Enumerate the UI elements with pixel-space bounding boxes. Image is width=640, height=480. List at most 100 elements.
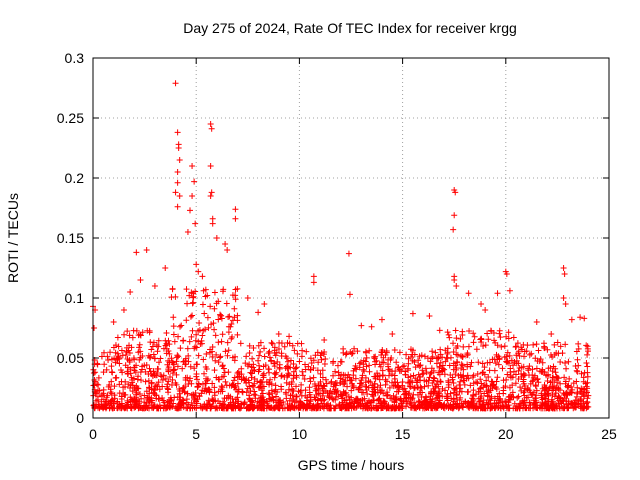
data-point	[499, 365, 506, 372]
data-point	[114, 350, 121, 357]
data-point	[444, 329, 451, 336]
data-point	[505, 399, 512, 406]
data-point	[500, 384, 507, 391]
data-point	[342, 351, 349, 358]
data-point	[274, 358, 281, 365]
axis-ticks: 0 0.05 0.1 0.15 0.2 0.25 0.3 0 5 10 15 20 25	[57, 50, 617, 442]
data-point	[265, 350, 272, 357]
data-point	[441, 371, 448, 378]
data-point	[358, 389, 365, 396]
data-point	[130, 355, 137, 362]
data-point	[354, 348, 361, 355]
data-point	[443, 354, 450, 361]
data-point	[284, 339, 291, 346]
data-point	[302, 361, 309, 368]
data-point	[172, 80, 179, 87]
data-point	[325, 404, 332, 411]
data-point	[549, 391, 556, 398]
data-point	[385, 366, 392, 373]
data-point	[358, 377, 365, 384]
data-point	[452, 189, 459, 196]
data-point	[528, 350, 535, 357]
data-point	[457, 335, 464, 342]
data-point	[573, 378, 580, 385]
data-point	[389, 331, 396, 337]
data-point	[322, 376, 329, 383]
data-point	[566, 375, 573, 382]
data-point	[172, 189, 179, 196]
data-point	[456, 402, 463, 409]
data-point	[335, 369, 342, 376]
data-point	[495, 361, 502, 368]
data-point	[432, 349, 439, 356]
data-point	[174, 363, 181, 370]
data-point	[261, 301, 268, 307]
data-point	[457, 378, 464, 385]
data-point	[170, 331, 177, 338]
data-point	[269, 394, 276, 401]
data-point	[565, 384, 572, 391]
data-point	[141, 392, 148, 399]
data-point	[503, 358, 510, 365]
data-point	[191, 178, 198, 185]
data-point	[150, 368, 157, 375]
data-point	[150, 351, 157, 358]
data-point	[492, 384, 499, 391]
data-point	[484, 401, 491, 408]
data-point	[477, 398, 484, 405]
data-point	[412, 375, 419, 382]
y-tick-label: 0	[76, 410, 84, 426]
data-point	[131, 364, 138, 371]
data-point	[450, 226, 457, 233]
data-point	[581, 386, 588, 393]
data-point	[108, 378, 115, 385]
data-point	[341, 380, 348, 387]
data-point	[200, 287, 207, 294]
data-point	[187, 375, 194, 382]
data-point	[204, 376, 211, 383]
data-point	[193, 398, 200, 405]
data-point	[230, 405, 237, 412]
data-point	[516, 365, 523, 372]
data-point	[205, 402, 212, 409]
data-point	[244, 295, 251, 301]
data-point	[583, 342, 590, 349]
data-point	[259, 397, 266, 404]
data-point	[138, 366, 145, 373]
data-point	[199, 273, 206, 280]
data-point	[299, 372, 306, 379]
data-point	[423, 394, 430, 401]
data-point	[330, 360, 337, 367]
data-point	[427, 393, 434, 400]
data-point	[562, 301, 569, 307]
data-point	[515, 393, 522, 400]
data-point	[450, 404, 457, 411]
data-point	[205, 324, 212, 331]
data-point	[251, 375, 258, 382]
data-point	[158, 373, 165, 380]
data-point	[330, 396, 337, 403]
data-point	[283, 363, 290, 370]
data-point	[171, 366, 178, 373]
data-point	[321, 396, 328, 403]
data-point	[136, 344, 143, 351]
data-point	[477, 336, 484, 343]
data-point	[247, 387, 254, 394]
data-point	[470, 391, 477, 398]
data-point	[273, 393, 280, 400]
data-point	[381, 401, 388, 408]
data-point	[189, 193, 196, 199]
data-point	[119, 352, 126, 359]
data-point	[135, 332, 142, 339]
data-point	[447, 372, 454, 379]
data-point	[288, 381, 295, 388]
data-point	[578, 370, 585, 377]
data-point	[426, 313, 433, 319]
data-point	[417, 384, 424, 391]
data-point	[533, 392, 540, 399]
data-point	[138, 377, 145, 384]
data-point	[494, 290, 501, 297]
data-point	[189, 300, 196, 307]
data-point	[246, 379, 253, 386]
data-point	[293, 393, 300, 400]
